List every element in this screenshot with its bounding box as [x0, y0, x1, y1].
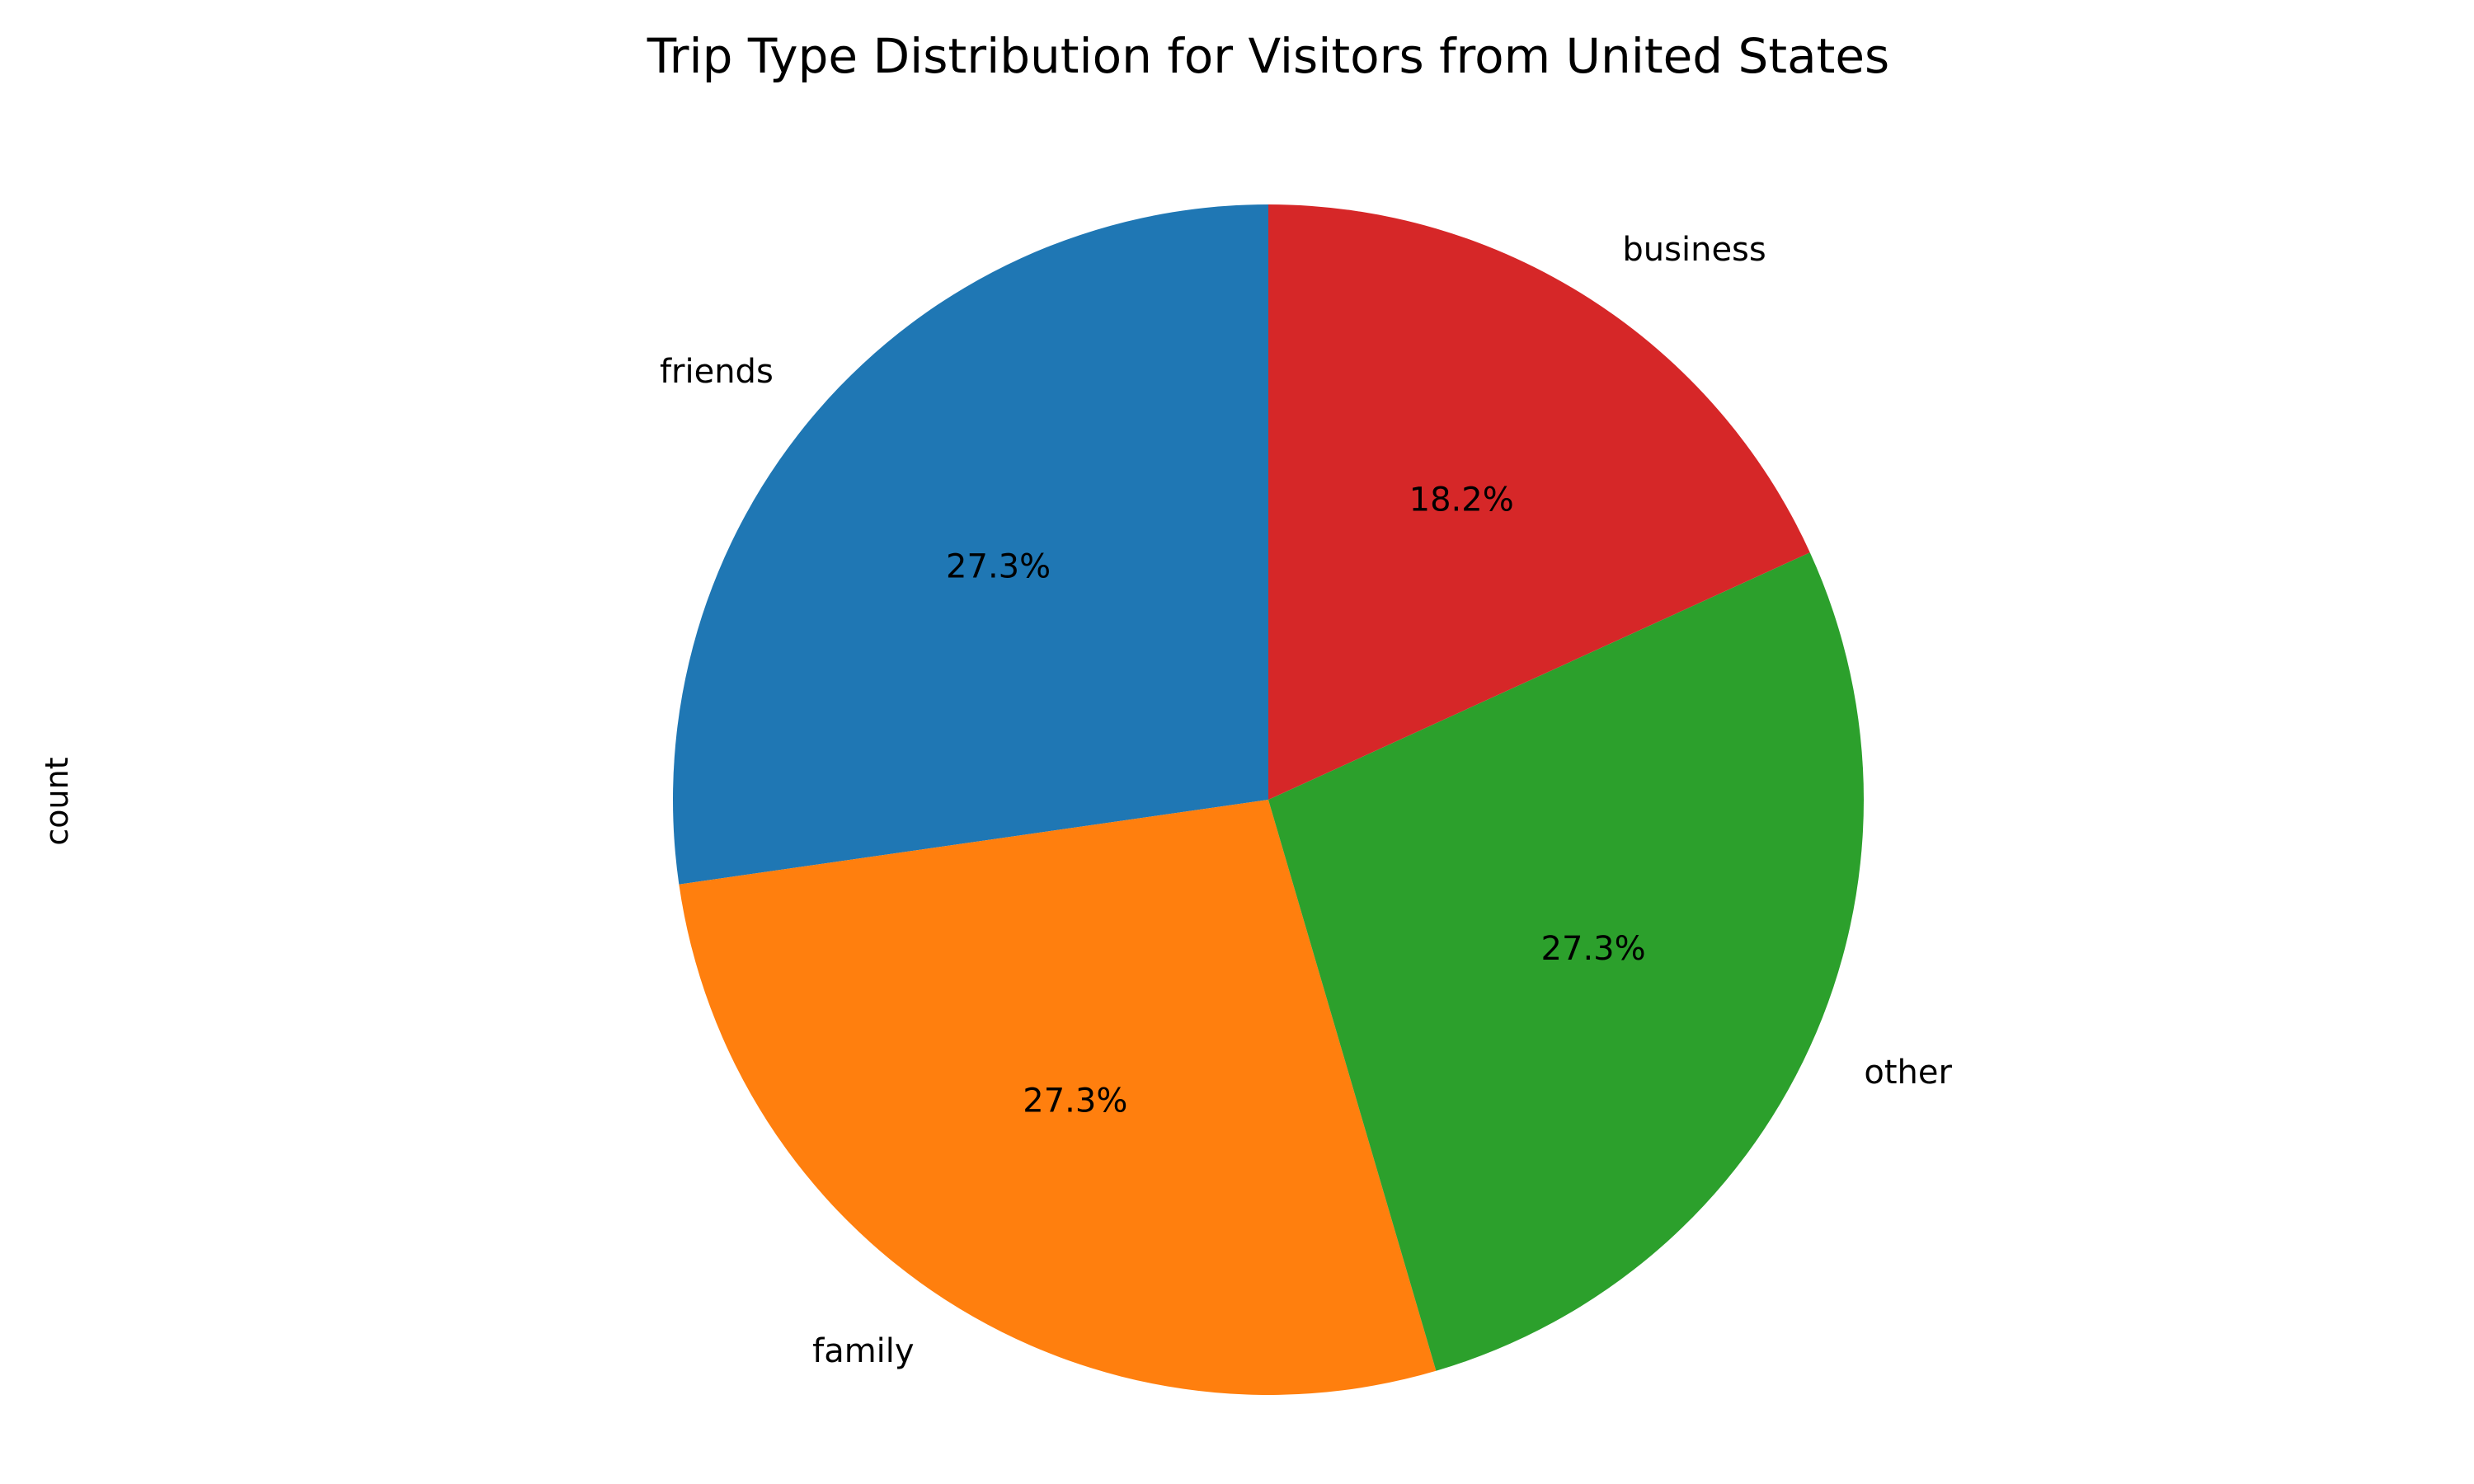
chart-title: Trip Type Distribution for Visitors from… — [647, 28, 1890, 84]
slice-label-family: family — [812, 1332, 914, 1370]
slice-pct-label-friends: 27.3% — [946, 547, 1051, 585]
slice-pct-label-other: 27.3% — [1541, 930, 1646, 968]
pie-slice-other — [1268, 552, 1864, 1371]
slice-pct-label-business: 18.2% — [1409, 481, 1514, 519]
y-axis-label: count — [39, 757, 75, 845]
pie-slice-business — [1268, 204, 1810, 800]
pie-slice-friends — [673, 204, 1268, 885]
slice-pct-label-family: 27.3% — [1023, 1082, 1127, 1120]
pie-labels: friends 27.3% family 27.3% other 27.3% busines… — [660, 231, 1953, 1370]
slice-label-other: other — [1864, 1054, 1952, 1092]
pie-slice-family — [679, 800, 1437, 1395]
slice-label-business: business — [1622, 231, 1766, 269]
slice-label-friends: friends — [660, 353, 774, 391]
pie-slices — [673, 204, 1864, 1395]
